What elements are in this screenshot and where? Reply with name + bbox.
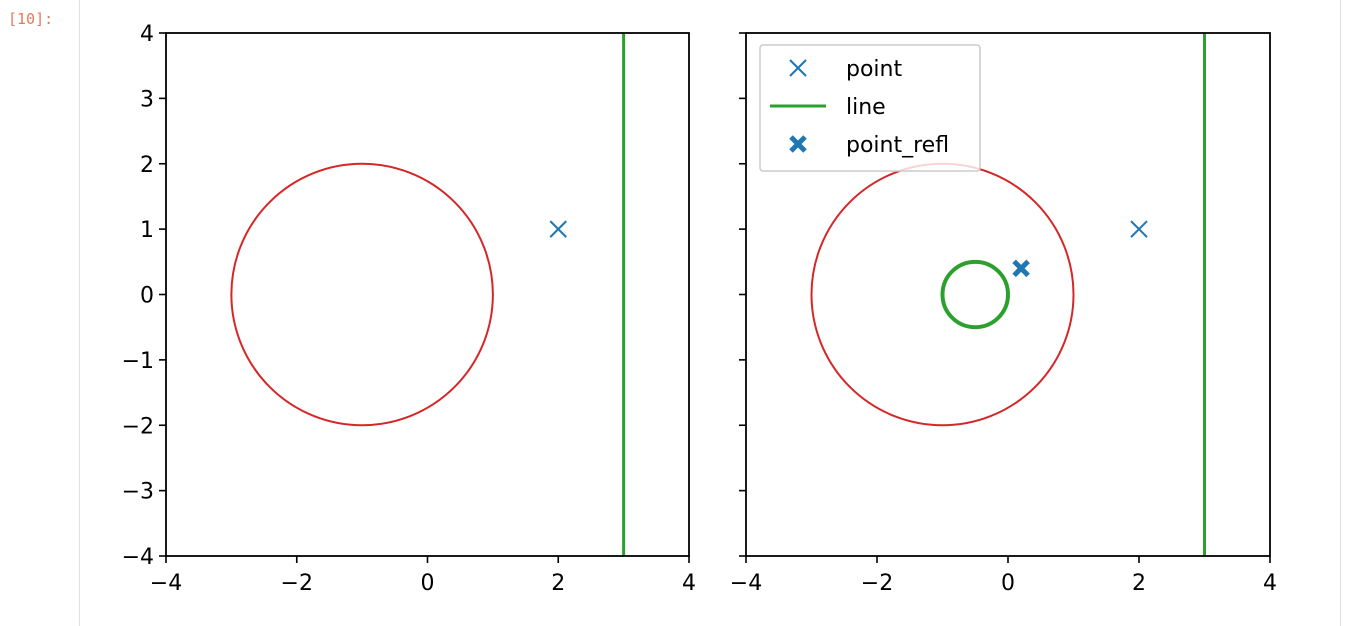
legend-handle-point-refl	[789, 135, 807, 153]
x-tick-label: 0	[1001, 571, 1015, 596]
y-tick-label: −1	[122, 349, 154, 374]
plot-area	[230, 33, 626, 556]
legend-label: point	[846, 57, 902, 82]
y-tick-label: 2	[140, 153, 154, 178]
x-tick-label: 4	[682, 571, 696, 596]
legend-label: point_refl	[846, 133, 949, 158]
reflected-point-marker	[1012, 259, 1030, 278]
x-tick-label: −2	[861, 571, 893, 596]
reflected-line-circle	[940, 259, 1010, 330]
cell-prompt: [10]:	[8, 10, 54, 28]
x-tick-label: 2	[1132, 571, 1146, 596]
legend-handle-point	[789, 59, 807, 77]
point-marker	[549, 220, 567, 238]
y-tick-label: 1	[140, 218, 154, 243]
legend: point line point_refl	[759, 44, 981, 172]
x-tick-label: −4	[150, 571, 182, 596]
legend-box	[759, 44, 981, 172]
y-tick-label: −3	[122, 480, 154, 505]
y-tick-label: 0	[140, 284, 154, 309]
cell-border-left	[79, 0, 80, 626]
cell-border-right	[1340, 0, 1341, 626]
y-tick-label: −4	[122, 545, 154, 570]
y-tick-label: −2	[122, 414, 154, 439]
legend-label: line	[846, 95, 886, 120]
x-tick-label: −2	[281, 571, 313, 596]
reference-circle	[230, 162, 494, 427]
x-tick-label: 0	[421, 571, 435, 596]
x-tick-label: −4	[730, 571, 762, 596]
x-tick-label: 4	[1263, 571, 1277, 596]
y-tick-label: 3	[140, 87, 154, 112]
chart-panel-1: −4 −2 0 2 4 −4 −3 −2 −1 0 1 2 3 4	[122, 22, 696, 596]
axes-frame	[165, 32, 690, 557]
chart-panel-2: −4 −2 0 2 4 point line point_refl	[730, 32, 1277, 596]
y-tick-label: 4	[140, 22, 154, 47]
point-marker	[1130, 220, 1148, 238]
x-tick-label: 2	[551, 571, 565, 596]
